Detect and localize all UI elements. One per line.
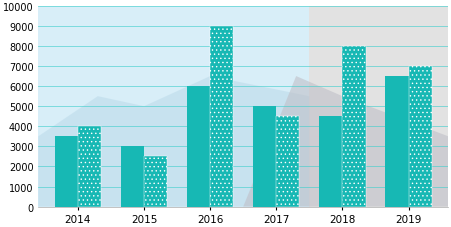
Polygon shape: [38, 77, 309, 207]
Bar: [309, 7, 448, 207]
Bar: [38, 7, 309, 207]
Bar: [276, 117, 299, 207]
Bar: [319, 117, 342, 207]
Bar: [342, 47, 366, 207]
Bar: [55, 137, 78, 207]
Bar: [386, 77, 409, 207]
Polygon shape: [243, 77, 448, 207]
Bar: [253, 107, 276, 207]
Bar: [409, 67, 432, 207]
Bar: [121, 147, 144, 207]
Bar: [210, 27, 233, 207]
Bar: [78, 127, 101, 207]
Bar: [187, 87, 210, 207]
Bar: [144, 157, 167, 207]
